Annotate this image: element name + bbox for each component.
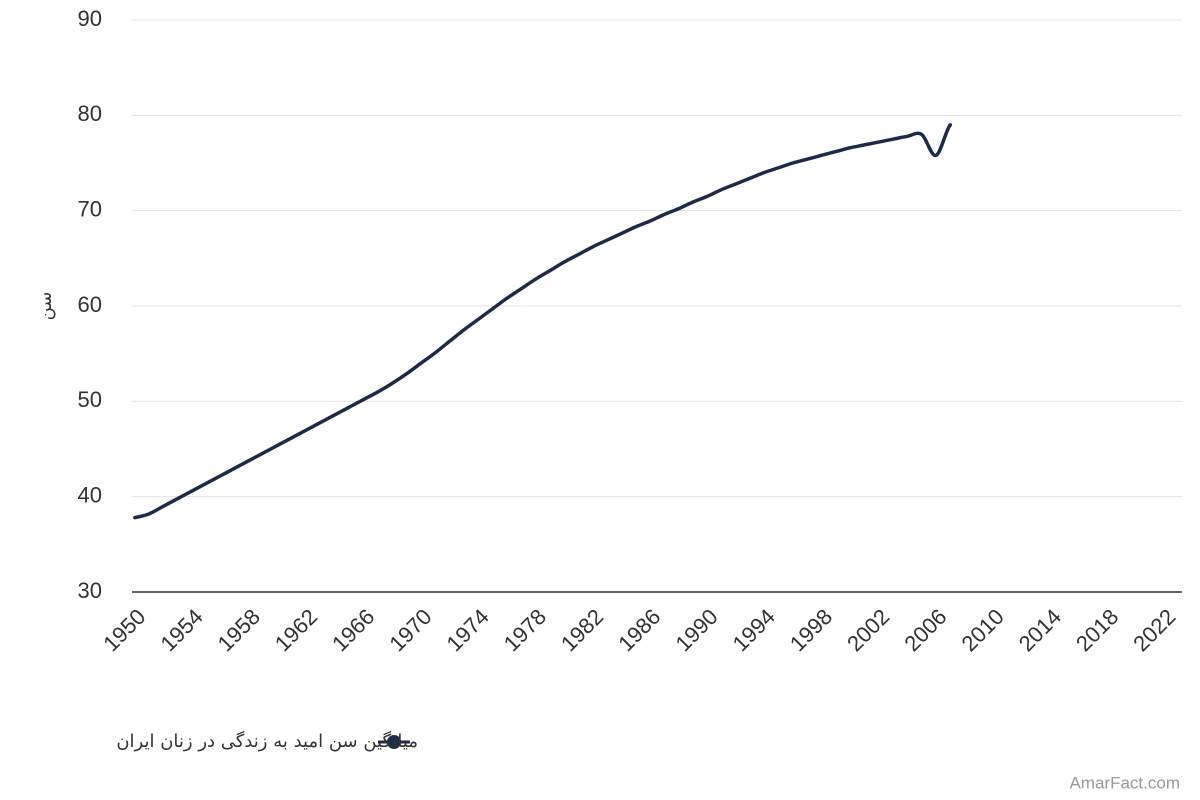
legend[interactable]: میانگین سن امید به زندگی در زنان ایران (116, 730, 418, 752)
series-line[interactable] (133, 123, 953, 520)
x-tick-label: 1978 (499, 604, 551, 656)
x-axis-ticks: 1950 1954 1958 1962 1966 1970 1974 1978 1982 1986… (98, 604, 1180, 656)
x-tick-label: 1970 (384, 604, 436, 656)
x-tick-label: 2022 (1128, 604, 1180, 656)
y-tick-label: 80 (78, 101, 102, 126)
legend-dot-marker (387, 735, 401, 749)
x-tick-label: 1982 (556, 604, 608, 656)
gridlines (132, 19, 1182, 498)
x-tick-label: 2002 (842, 604, 894, 656)
y-tick-label: 70 (78, 196, 102, 221)
series-layer (133, 123, 953, 520)
x-tick-label: 1962 (270, 604, 322, 656)
y-tick-label: 30 (78, 578, 102, 603)
x-tick-label: 2010 (957, 604, 1009, 656)
y-axis-ticks: 30 40 50 60 70 80 90 (78, 6, 102, 603)
x-tick-label: 1986 (613, 604, 665, 656)
x-tick-label: 1990 (670, 604, 722, 656)
y-axis-title: سن (35, 292, 56, 321)
x-tick-label: 1966 (327, 604, 379, 656)
legend-label: میانگین سن امید به زندگی در زنان ایران (116, 730, 418, 752)
x-tick-label: 1998 (785, 604, 837, 656)
y-tick-label: 50 (78, 387, 102, 412)
x-tick-label: 1974 (442, 604, 494, 656)
watermark: AmarFact.com (1069, 773, 1180, 792)
y-tick-label: 90 (78, 6, 102, 31)
x-tick-label: 2014 (1014, 604, 1066, 656)
x-tick-label: 1950 (98, 604, 150, 656)
y-tick-label: 40 (78, 482, 102, 507)
x-tick-label: 2018 (1071, 604, 1123, 656)
y-tick-label: 60 (78, 292, 102, 317)
x-tick-label: 1958 (213, 604, 265, 656)
x-tick-label: 1994 (728, 604, 780, 656)
x-tick-label: 2006 (899, 604, 951, 656)
x-tick-label: 1954 (155, 604, 207, 656)
